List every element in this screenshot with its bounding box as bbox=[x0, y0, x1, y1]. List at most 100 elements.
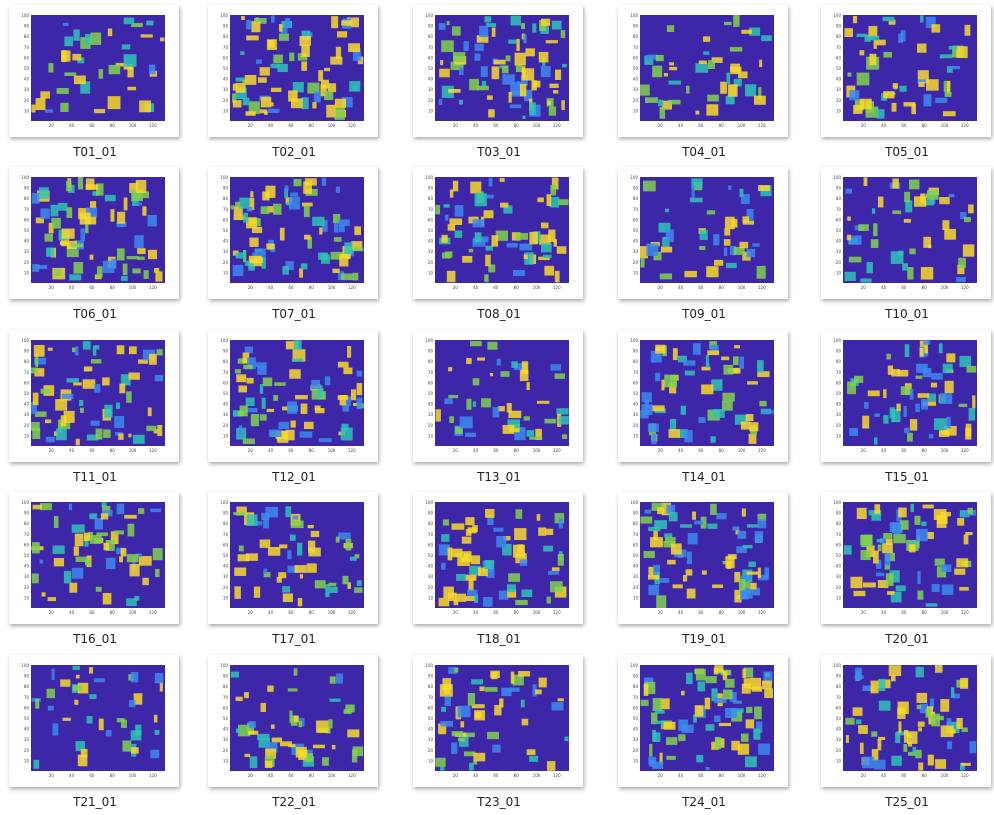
thumbnail-item[interactable]: 100 90 80 70 60 50 40 30 20 10 20 40 60 80 100 120 T15_0… bbox=[812, 330, 994, 490]
heat-blob bbox=[441, 40, 454, 53]
y-tick-label: 70 bbox=[428, 207, 434, 212]
heat-blob bbox=[643, 683, 649, 696]
heat-blob bbox=[299, 268, 304, 278]
thumbnail-item[interactable]: 100 90 80 70 60 50 40 30 20 10 20 40 60 80 100 120 T05_0… bbox=[812, 5, 994, 165]
thumbnail-item[interactable]: 100 90 80 70 60 50 40 30 20 10 20 40 60 80 100 120 T01_0… bbox=[0, 5, 190, 165]
thumbnail: 100 90 80 70 60 50 40 30 20 10 20 40 60 80 100 120 bbox=[413, 167, 583, 299]
y-tick-label: 80 bbox=[633, 359, 639, 364]
thumbnail-item[interactable]: 100 90 80 70 60 50 40 30 20 10 20 40 60 80 100 120 T08_0… bbox=[404, 167, 594, 327]
heat-blob bbox=[352, 48, 361, 61]
y-tick-label: 80 bbox=[24, 521, 30, 526]
heat-blob bbox=[322, 757, 329, 766]
heat-blob bbox=[957, 518, 965, 526]
heat-blob bbox=[260, 96, 272, 108]
heat-blob bbox=[909, 419, 918, 431]
heat-blob bbox=[233, 215, 246, 221]
y-tick-label: 70 bbox=[633, 695, 639, 700]
thumbnail-item[interactable]: 100 90 80 70 60 50 40 30 20 10 20 40 60 80 100 120 T23_0… bbox=[404, 655, 594, 815]
thumbnail-item[interactable]: 100 90 80 70 60 50 40 30 20 10 20 40 60 80 100 120 T18_0… bbox=[404, 492, 594, 652]
heat-blob bbox=[349, 556, 357, 561]
heat-blob bbox=[853, 590, 866, 597]
thumbnail-item[interactable]: 100 90 80 70 60 50 40 30 20 10 20 40 60 80 100 120 T04_0… bbox=[609, 5, 799, 165]
heat-blob bbox=[966, 365, 977, 373]
heat-blob bbox=[959, 586, 969, 591]
heat-blob bbox=[524, 89, 533, 102]
heat-blob bbox=[98, 69, 104, 79]
heat-blob bbox=[847, 72, 852, 77]
heat-blob bbox=[50, 204, 59, 217]
heat-blob bbox=[934, 418, 947, 430]
heat-blob bbox=[931, 583, 940, 592]
heat-blob bbox=[722, 392, 735, 402]
thumbnail-item[interactable]: 100 90 80 70 60 50 40 30 20 10 20 40 60 80 100 120 T02_0… bbox=[199, 5, 389, 165]
heat-blob bbox=[522, 66, 526, 79]
heat-blob bbox=[926, 79, 939, 91]
y-tick-label: 70 bbox=[633, 207, 639, 212]
thumbnail-item[interactable]: 100 90 80 70 60 50 40 30 20 10 20 40 60 80 100 120 T07_0… bbox=[199, 167, 389, 327]
y-tick-label: 100 bbox=[21, 500, 29, 505]
thumbnail-item[interactable]: 100 90 80 70 60 50 40 30 20 10 20 40 60 80 100 120 T19_0… bbox=[609, 492, 799, 652]
thumbnail-item[interactable]: 100 90 80 70 60 50 40 30 20 10 20 40 60 80 100 120 T12_0… bbox=[199, 330, 389, 490]
thumbnail-item[interactable]: 100 90 80 70 60 50 40 30 20 10 20 40 60 80 100 120 T14_0… bbox=[609, 330, 799, 490]
thumbnail: 100 90 80 70 60 50 40 30 20 10 20 40 60 80 100 120 bbox=[9, 330, 179, 462]
x-tick-label: 80 bbox=[922, 448, 928, 453]
x-tick-label: 120 bbox=[348, 448, 356, 453]
heat-blob bbox=[883, 91, 895, 99]
y-tick-label: 10 bbox=[428, 758, 434, 763]
heat-blob bbox=[645, 97, 658, 103]
y-tick-label: 50 bbox=[836, 228, 842, 233]
x-tick-label: 100 bbox=[533, 773, 541, 778]
heat-blob bbox=[660, 246, 673, 253]
thumbnail-item[interactable]: 100 90 80 70 60 50 40 30 20 10 20 40 60 80 100 120 T21_0… bbox=[0, 655, 190, 815]
heat-blob bbox=[944, 380, 954, 394]
heat-blob bbox=[733, 356, 739, 366]
heat-blob bbox=[321, 177, 327, 186]
heat-blob bbox=[95, 183, 104, 196]
y-tick-label: 90 bbox=[223, 24, 229, 29]
y-tick-label: 20 bbox=[836, 585, 842, 590]
thumbnail-item[interactable]: 100 90 80 70 60 50 40 30 20 10 20 40 60 80 100 120 T16_0… bbox=[0, 492, 190, 652]
y-tick-label: 50 bbox=[223, 553, 229, 558]
heat-blob bbox=[515, 64, 523, 73]
thumbnail-item[interactable]: 100 90 80 70 60 50 40 30 20 10 20 40 60 80 100 120 T17_0… bbox=[199, 492, 389, 652]
thumbnail-item[interactable]: 100 90 80 70 60 50 40 30 20 10 20 40 60 80 100 120 T10_0… bbox=[812, 167, 994, 327]
y-tick-label: 20 bbox=[428, 423, 434, 428]
thumbnail-item[interactable]: 100 90 80 70 60 50 40 30 20 10 20 40 60 80 100 120 T20_0… bbox=[812, 492, 994, 652]
y-tick-label: 20 bbox=[428, 585, 434, 590]
heat-blob bbox=[725, 678, 735, 688]
thumbnail-item[interactable]: 100 90 80 70 60 50 40 30 20 10 20 40 60 80 100 120 T13_0… bbox=[404, 330, 594, 490]
thumbnail-item[interactable]: 100 90 80 70 60 50 40 30 20 10 20 40 60 80 100 120 T06_0… bbox=[0, 167, 190, 327]
thumbnail-item[interactable]: 100 90 80 70 60 50 40 30 20 10 20 40 60 80 100 120 T03_0… bbox=[404, 5, 594, 165]
heat-blob bbox=[731, 740, 740, 751]
heat-blob bbox=[115, 62, 126, 67]
y-tick-label: 10 bbox=[836, 595, 842, 600]
heat-blob bbox=[656, 595, 667, 608]
heat-blob bbox=[244, 74, 257, 85]
x-tick-label: 20 bbox=[49, 285, 55, 290]
heat-blob bbox=[944, 91, 952, 97]
x-tick-label: 120 bbox=[553, 610, 561, 615]
x-tick-label: 40 bbox=[69, 285, 75, 290]
heat-blob bbox=[668, 99, 681, 105]
heat-blob bbox=[89, 534, 102, 544]
heat-blob bbox=[466, 732, 475, 738]
thumbnail-item[interactable]: 100 90 80 70 60 50 40 30 20 10 20 40 60 80 100 120 T11_0… bbox=[0, 330, 190, 490]
heat-blob bbox=[882, 16, 895, 22]
thumbnail-item[interactable]: 100 90 80 70 60 50 40 30 20 10 20 40 60 80 100 120 T09_0… bbox=[609, 167, 799, 327]
thumbnail-item[interactable]: 100 90 80 70 60 50 40 30 20 10 20 40 60 80 100 120 T22_0… bbox=[199, 655, 389, 815]
y-tick-label: 30 bbox=[836, 412, 842, 417]
heat-blob bbox=[907, 751, 917, 756]
heat-blob bbox=[264, 111, 268, 115]
thumbnail-item[interactable]: 100 90 80 70 60 50 40 30 20 10 20 40 60 80 100 120 T25_0… bbox=[812, 655, 994, 815]
heat-blob bbox=[246, 514, 258, 526]
x-tick-label: 60 bbox=[288, 123, 294, 128]
heat-blob bbox=[908, 544, 916, 553]
file-name: T22_01 bbox=[272, 795, 316, 809]
heat-blob bbox=[33, 759, 40, 769]
heat-blob bbox=[507, 589, 517, 598]
thumbnail-item[interactable]: 100 90 80 70 60 50 40 30 20 10 20 40 60 80 100 120 T24_0… bbox=[609, 655, 799, 815]
heat-blob bbox=[557, 553, 564, 566]
heat-blob bbox=[506, 242, 518, 248]
heat-blob bbox=[538, 256, 550, 261]
